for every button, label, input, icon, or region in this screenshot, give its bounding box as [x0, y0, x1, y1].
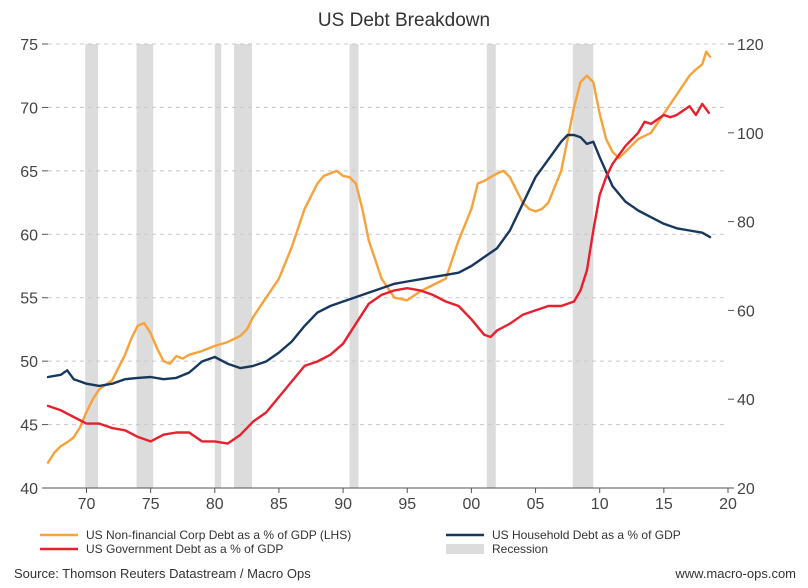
legend-label-1: US Non-financial Corp Debt as a % of GDP…	[86, 528, 351, 542]
x-tick-label-95: 95	[398, 496, 416, 513]
legend: US Non-financial Corp Debt as a % of GDP…	[40, 528, 681, 556]
series-lines	[46, 50, 712, 464]
legend-label-4: Recession	[492, 542, 548, 556]
x-tick-label-20: 20	[719, 496, 737, 513]
recession-band-4	[234, 44, 252, 488]
x-tick-label-90: 90	[334, 496, 352, 513]
left-tick-label-45: 45	[20, 418, 38, 435]
right-tick-label-80: 80	[737, 215, 755, 232]
recession-band-6	[486, 44, 496, 488]
right-tick-label-100: 100	[737, 126, 764, 143]
right-tick-label-20: 20	[737, 481, 755, 498]
x-tick-label-10: 10	[591, 496, 609, 513]
left-tick-label-55: 55	[20, 291, 38, 308]
x-tick-label-70: 70	[78, 496, 96, 513]
legend-swatch-4	[446, 544, 484, 554]
government-debt-line	[46, 102, 710, 445]
right-tick-label-40: 40	[737, 392, 755, 409]
recession-band-5	[349, 44, 359, 488]
left-tick-label-40: 40	[20, 481, 38, 498]
x-tick-label-05: 05	[527, 496, 545, 513]
left-tick-label-75: 75	[20, 37, 38, 54]
recession-band-7	[572, 44, 594, 488]
website-credit: www.macro-ops.com	[674, 566, 796, 581]
recession-bands	[85, 44, 594, 488]
recession-band-3	[214, 44, 222, 488]
x-tick-label-00: 00	[462, 496, 480, 513]
x-tick-label-85: 85	[270, 496, 288, 513]
recession-band-2	[136, 44, 154, 488]
recession-band-1	[85, 44, 99, 488]
source-note: Source: Thomson Reuters Datastream / Mac…	[14, 566, 311, 581]
x-tick-label-15: 15	[655, 496, 673, 513]
left-tick-label-65: 65	[20, 164, 38, 181]
left-tick-label-70: 70	[20, 100, 38, 117]
x-tick-label-80: 80	[206, 496, 224, 513]
right-tick-label-60: 60	[737, 303, 755, 320]
axes: 70 75 80 85 90 95 00 05 10 15 20 40 45 50 55 60 65 70 75 20…	[20, 37, 764, 513]
left-tick-label-50: 50	[20, 354, 38, 371]
gridlines	[48, 43, 728, 426]
left-tick-label-60: 60	[20, 227, 38, 244]
legend-label-3: US Government Debt as a % of GDP	[86, 542, 283, 556]
chart-title: US Debt Breakdown	[318, 10, 490, 31]
right-tick-label-120: 120	[737, 37, 764, 54]
corp-debt-line	[46, 50, 712, 464]
x-tick-label-75: 75	[142, 496, 160, 513]
legend-label-2: US Household Debt as a % of GDP	[492, 528, 681, 542]
household-debt-line	[46, 133, 712, 388]
